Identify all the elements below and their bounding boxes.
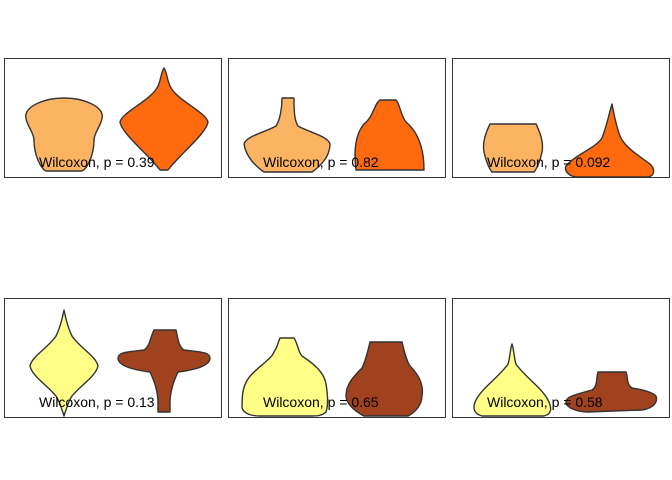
violin-group-2: [565, 371, 658, 413]
violin-group-1: [482, 123, 544, 173]
violin-plot-1: [25, 67, 209, 172]
facet-panel-3: Wilcoxon, p = 0.092: [452, 58, 670, 178]
facet-panel-2: Wilcoxon, p = 0.82: [228, 58, 446, 178]
wilcoxon-annotation: Wilcoxon, p = 0.65: [263, 394, 379, 410]
wilcoxon-annotation: Wilcoxon, p = 0.092: [487, 154, 611, 170]
violin-group-1: [29, 309, 99, 417]
facet-panel-1: Wilcoxon, p = 0.39: [4, 58, 222, 178]
wilcoxon-annotation: Wilcoxon, p = 0.13: [39, 394, 155, 410]
violin-group-2: [354, 99, 425, 171]
violin-plot-5: [241, 337, 424, 417]
facet-panel-5: Wilcoxon, p = 0.65: [228, 298, 446, 418]
violin-group-1: [241, 337, 329, 417]
violin-group-1: [25, 97, 103, 172]
violin-group-2: [117, 329, 211, 413]
facet-panel-4: Wilcoxon, p = 0.13: [4, 298, 222, 418]
violin-plot-2: [243, 97, 425, 173]
wilcoxon-annotation: Wilcoxon, p = 0.39: [39, 154, 155, 170]
violin-plot-4: [29, 309, 211, 417]
violin-group-2: [119, 67, 209, 171]
violin-plot-3: [482, 103, 655, 178]
violin-group-1: [243, 97, 331, 173]
violin-group-1: [473, 343, 552, 417]
facet-panel-6: Wilcoxon, p = 0.58: [452, 298, 670, 418]
wilcoxon-annotation: Wilcoxon, p = 0.82: [263, 154, 379, 170]
wilcoxon-annotation: Wilcoxon, p = 0.58: [487, 394, 603, 410]
violin-plot-6: [473, 343, 658, 417]
violin-group-2: [345, 341, 424, 417]
